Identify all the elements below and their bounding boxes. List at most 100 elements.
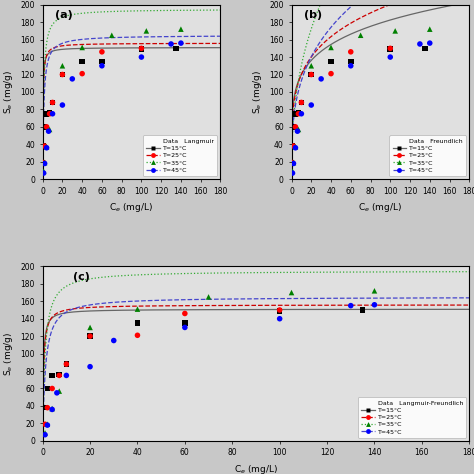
Point — [78, 70, 86, 77]
Point — [55, 372, 63, 379]
Point — [416, 40, 424, 48]
Point — [292, 123, 299, 131]
Point — [55, 387, 63, 395]
Point — [290, 159, 297, 166]
Point — [357, 31, 365, 39]
Point — [317, 75, 325, 82]
Text: (a): (a) — [55, 10, 73, 20]
Point — [347, 302, 355, 310]
Point — [40, 167, 47, 175]
Point — [295, 109, 302, 117]
Point — [44, 404, 51, 411]
Point — [172, 45, 180, 52]
Point — [290, 123, 297, 131]
Point — [134, 319, 141, 327]
Point — [98, 48, 106, 55]
Point — [298, 110, 305, 118]
Point — [41, 123, 48, 131]
Point — [386, 46, 394, 53]
Legend: Data   Freundlich, T=15°C, T=25°C, T=35°C, T=45°C: Data Freundlich, T=15°C, T=25°C, T=35°C,… — [389, 136, 466, 176]
Point — [44, 385, 51, 392]
Point — [371, 301, 378, 309]
Point — [40, 142, 47, 150]
Point — [181, 324, 189, 331]
Point — [386, 53, 394, 61]
X-axis label: C$_e$ (mg/L): C$_e$ (mg/L) — [234, 463, 278, 474]
Point — [41, 404, 49, 411]
Point — [86, 363, 94, 371]
Point — [181, 319, 189, 327]
Point — [290, 142, 297, 150]
Point — [41, 429, 49, 437]
Point — [63, 360, 70, 368]
Point — [308, 71, 315, 78]
Point — [41, 431, 49, 438]
Point — [43, 144, 50, 152]
Point — [137, 46, 145, 53]
Point — [289, 169, 296, 177]
Point — [290, 160, 297, 167]
X-axis label: C$_e$ (mg/L): C$_e$ (mg/L) — [109, 201, 154, 214]
Point — [46, 126, 54, 133]
Point — [63, 372, 70, 379]
Point — [86, 324, 94, 331]
Point — [63, 360, 70, 368]
Point — [289, 142, 296, 150]
Point — [143, 27, 150, 35]
X-axis label: C$_e$ (mg/L): C$_e$ (mg/L) — [358, 201, 402, 214]
Point — [386, 45, 394, 52]
Point — [289, 159, 296, 166]
Point — [49, 110, 56, 118]
Point — [177, 26, 185, 33]
Point — [41, 159, 48, 166]
Point — [108, 31, 116, 39]
Point — [53, 389, 61, 397]
Point — [55, 371, 63, 378]
Point — [68, 75, 76, 82]
Text: (b): (b) — [304, 10, 322, 20]
Point — [49, 99, 56, 106]
Point — [98, 58, 106, 65]
Point — [392, 27, 399, 35]
Point — [59, 71, 66, 78]
Point — [298, 99, 305, 106]
Point — [78, 44, 86, 51]
Point — [276, 315, 283, 322]
Point — [327, 58, 335, 65]
Point — [134, 305, 141, 313]
Point — [347, 48, 355, 55]
Point — [46, 110, 54, 118]
Point — [41, 142, 48, 150]
Point — [421, 45, 428, 52]
Point — [134, 331, 141, 339]
Point — [205, 293, 212, 301]
Point — [59, 62, 66, 70]
Point — [327, 70, 335, 77]
Point — [48, 405, 56, 412]
Point — [289, 167, 296, 175]
Point — [293, 128, 301, 135]
Point — [298, 99, 305, 106]
Point — [347, 58, 355, 65]
Point — [44, 420, 51, 428]
Point — [137, 53, 145, 61]
Point — [347, 62, 355, 70]
Point — [48, 372, 56, 379]
Point — [78, 58, 86, 65]
Point — [276, 307, 283, 315]
Point — [288, 289, 295, 296]
Point — [292, 143, 299, 151]
Point — [426, 39, 434, 47]
Point — [59, 71, 66, 78]
Point — [177, 39, 185, 47]
Point — [426, 26, 434, 33]
Point — [86, 332, 94, 340]
Point — [98, 62, 106, 70]
Point — [43, 123, 50, 131]
Y-axis label: S$_e$ (mg/g): S$_e$ (mg/g) — [2, 70, 15, 114]
Point — [43, 143, 50, 151]
Point — [46, 109, 54, 117]
Legend: Data   Langmuir-Freundlich, T=15°C, T=25°C, T=35°C, T=45°C: Data Langmuir-Freundlich, T=15°C, T=25°C… — [358, 397, 466, 438]
Point — [308, 71, 315, 78]
Y-axis label: S$_e$ (mg/g): S$_e$ (mg/g) — [251, 70, 264, 114]
